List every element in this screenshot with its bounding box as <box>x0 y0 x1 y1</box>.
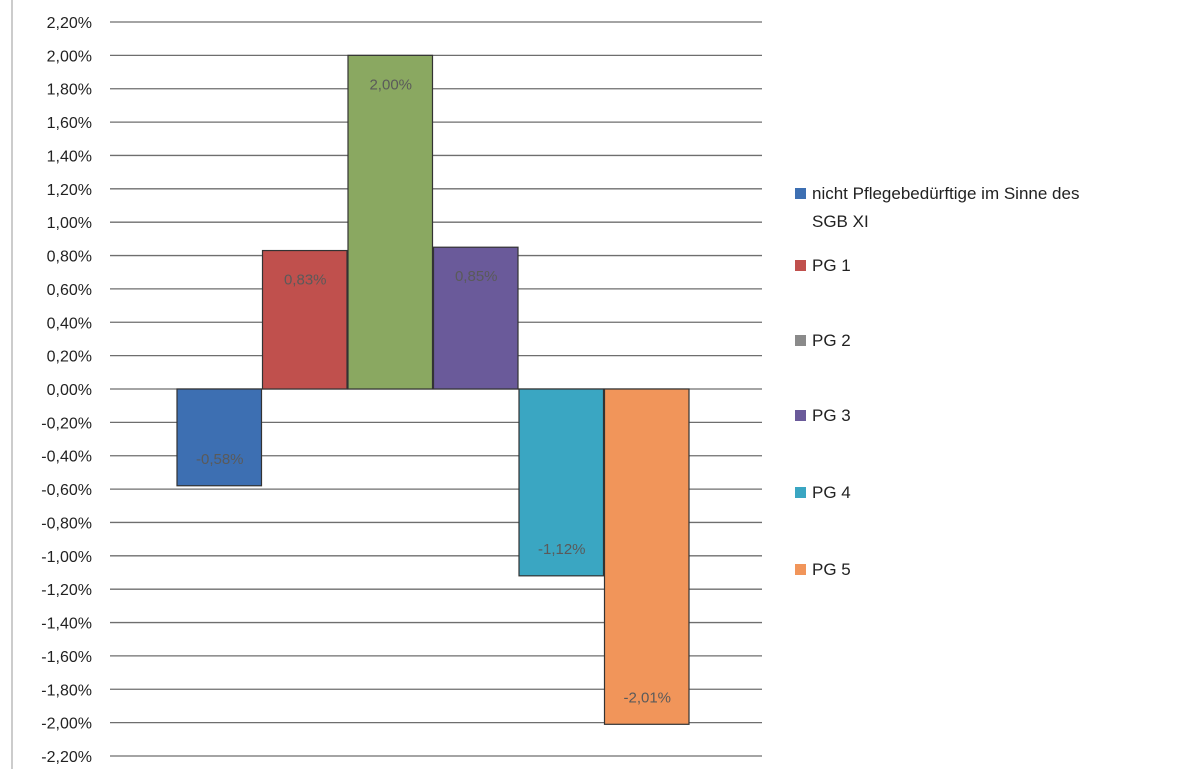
y-tick-label: 1,00% <box>47 215 92 232</box>
y-tick-label: -2,00% <box>41 716 92 733</box>
y-tick-label: 1,40% <box>47 148 92 165</box>
legend: nicht Pflegebedürftige im Sinne des SGB X… <box>795 184 1079 579</box>
data-label: 0,83% <box>284 272 327 289</box>
legend-swatch <box>795 487 806 498</box>
legend-swatch <box>795 260 806 271</box>
bar <box>176 388 263 487</box>
data-label: -2,01% <box>623 689 671 706</box>
bar <box>347 54 434 390</box>
data-label: -1,12% <box>538 541 586 558</box>
y-tick-label: -1,60% <box>41 649 92 666</box>
legend-label: PG 4 <box>812 483 851 502</box>
bar <box>518 388 605 577</box>
data-label: 0,85% <box>455 268 498 285</box>
data-label: -0,58% <box>196 451 244 468</box>
y-tick-label: 1,20% <box>47 182 92 199</box>
legend-label: PG 1 <box>812 256 851 275</box>
legend-swatch <box>795 564 806 575</box>
y-tick-label: 2,20% <box>47 15 92 32</box>
legend-label: PG 5 <box>812 560 851 579</box>
legend-swatch <box>795 188 806 199</box>
bar <box>261 249 348 390</box>
y-tick-label: 0,60% <box>47 282 92 299</box>
y-tick-label: -1,00% <box>41 549 92 566</box>
legend-swatch <box>795 335 806 346</box>
y-tick-label: -0,40% <box>41 449 92 466</box>
legend-label: SGB XI <box>812 212 869 231</box>
y-tick-label: -1,20% <box>41 582 92 599</box>
y-tick-label: 0,80% <box>47 249 92 266</box>
bars <box>176 54 690 725</box>
y-tick-label: -0,60% <box>41 482 92 499</box>
y-tick-label: -2,20% <box>41 749 92 766</box>
y-tick-label: 2,00% <box>47 48 92 65</box>
y-tick-label: 0,00% <box>47 382 92 399</box>
y-tick-label: -0,20% <box>41 415 92 432</box>
data-label: 2,00% <box>369 76 412 93</box>
y-tick-label: 1,80% <box>47 82 92 99</box>
y-tick-label: 0,20% <box>47 349 92 366</box>
y-tick-label: 0,40% <box>47 315 92 332</box>
y-tick-label: -0,80% <box>41 515 92 532</box>
y-axis-tick-labels: 2,20% 2,00% 1,80% 1,60% 1,40% 1,20% 1,00% 0,80%… <box>41 15 92 766</box>
legend-label: PG 3 <box>812 406 851 425</box>
legend-swatch <box>795 410 806 421</box>
y-tick-label: -1,80% <box>41 682 92 699</box>
bar <box>603 388 690 725</box>
y-tick-label: 1,60% <box>47 115 92 132</box>
bar <box>432 246 519 390</box>
y-tick-label: -1,40% <box>41 616 92 633</box>
legend-label: PG 2 <box>812 331 851 350</box>
legend-label: nicht Pflegebedürftige im Sinne des <box>812 184 1079 203</box>
data-labels: -0,58% 0,83% 2,00% 0,85% -1,12% -2,01% <box>196 76 671 706</box>
